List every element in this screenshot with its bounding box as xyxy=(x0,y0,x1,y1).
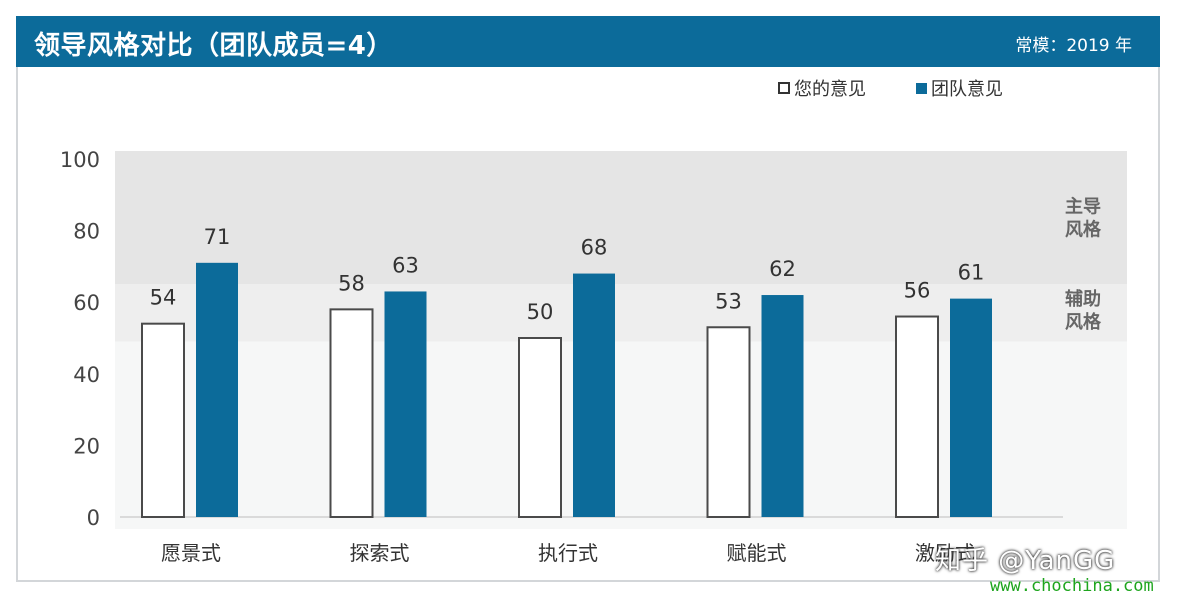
data-label-self: 58 xyxy=(338,271,365,295)
watermark-url: www.chochina.com xyxy=(990,576,1154,596)
y-tick-label: 0 xyxy=(87,506,100,530)
x-tick-label: 激励式 xyxy=(915,541,975,565)
data-label-self: 53 xyxy=(715,289,742,313)
legend-item-team: 团队意见 xyxy=(916,75,1003,101)
bar-team xyxy=(573,273,615,517)
legend-swatch-self xyxy=(778,82,790,94)
y-tick-label: 40 xyxy=(73,363,100,387)
y-tick-label: 80 xyxy=(73,220,100,244)
data-label-team: 68 xyxy=(581,236,608,260)
bar-self xyxy=(895,315,939,518)
y-tick-label: 20 xyxy=(73,434,100,458)
data-label-team: 63 xyxy=(392,253,419,277)
bars: 54 71 58 63 50 68 53 62 56 61 xyxy=(141,225,992,519)
bar-self xyxy=(141,322,185,518)
bar-self xyxy=(706,326,751,519)
norm-year-label: 常模：2019 年 xyxy=(1015,36,1132,56)
style-band-label: 风格 xyxy=(1065,311,1102,333)
legend-label-self: 您的意见 xyxy=(794,79,866,100)
bar-team xyxy=(196,262,238,517)
x-tick-label: 赋能式 xyxy=(727,541,787,565)
data-label-self: 56 xyxy=(904,279,931,303)
style-band-label: 风格 xyxy=(1065,219,1102,241)
data-label-team: 61 xyxy=(958,261,985,285)
data-label-self: 54 xyxy=(150,286,177,310)
legend-item-self: 您的意见 xyxy=(778,75,866,101)
y-tick-label: 100 xyxy=(60,148,100,172)
bar-team xyxy=(761,295,804,517)
x-tick-label: 愿景式 xyxy=(161,541,221,565)
watermark-text: 知乎 @YanGG xyxy=(935,546,1116,576)
style-band-label: 主导 xyxy=(1065,196,1101,218)
x-tick-label: 探索式 xyxy=(350,541,410,565)
chart-title: 领导风格对比（团队成员=4） xyxy=(34,31,393,61)
data-label-team: 71 xyxy=(204,225,231,249)
style-band-0 xyxy=(115,151,1127,285)
data-label-team: 62 xyxy=(769,257,796,281)
legend-label-team: 团队意见 xyxy=(931,79,1003,100)
bar-self xyxy=(518,337,562,518)
x-axis: 愿景式 探索式 执行式 赋能式 激励式 xyxy=(161,541,975,565)
legend-swatch-team xyxy=(916,82,927,94)
x-tick-label: 执行式 xyxy=(538,541,598,565)
style-band-label: 辅助 xyxy=(1065,288,1101,310)
bar-team xyxy=(384,291,427,517)
y-tick-label: 60 xyxy=(73,291,100,315)
bar-team xyxy=(950,298,992,517)
chart-header: 领导风格对比（团队成员=4） 常模：2019 年 xyxy=(16,16,1160,67)
data-label-self: 50 xyxy=(527,300,554,324)
bar-self xyxy=(329,308,374,518)
